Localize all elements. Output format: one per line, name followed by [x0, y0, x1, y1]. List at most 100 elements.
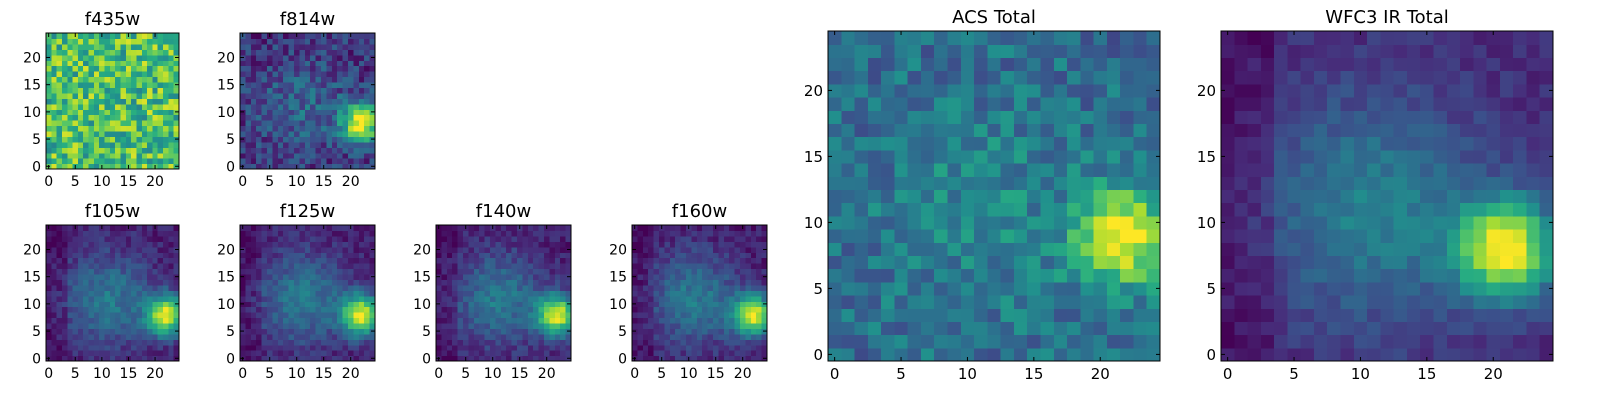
heatmap-cell: [99, 98, 106, 105]
heatmap-cell: [554, 284, 561, 291]
heatmap-cell: [299, 230, 306, 237]
heatmap-cell: [369, 295, 376, 302]
heatmap-cell: [67, 252, 74, 259]
heatmap-cell: [152, 43, 159, 50]
heatmap-cell: [358, 284, 365, 291]
heatmap-cell: [1027, 202, 1042, 217]
heatmap-cell: [490, 339, 496, 346]
heatmap-cell: [294, 257, 300, 264]
heatmap-cell: [463, 306, 469, 313]
heatmap-cell: [46, 290, 52, 297]
heatmap-cell: [750, 350, 757, 357]
heatmap-cell: [342, 295, 349, 302]
heatmap-cell: [99, 152, 106, 159]
heatmap-cell: [125, 230, 132, 237]
heatmap-cell: [1433, 229, 1448, 243]
heatmap-cell: [342, 65, 349, 72]
heatmap-cell: [664, 322, 671, 329]
heatmap-cell: [342, 158, 349, 165]
heatmap-cell: [56, 76, 63, 83]
heatmap-cell: [267, 38, 273, 45]
heatmap-cell: [147, 49, 153, 56]
heatmap-cell: [93, 301, 100, 308]
heatmap-cell: [136, 54, 143, 61]
heatmap-cell: [310, 257, 317, 264]
heatmap-cell: [353, 339, 360, 346]
heatmap-cell: [713, 295, 719, 302]
heatmap-cell: [1526, 242, 1541, 256]
heatmap-cell: [256, 92, 263, 99]
heatmap-cell: [723, 295, 730, 302]
heatmap-cell: [920, 268, 935, 283]
heatmap-cell: [272, 339, 279, 346]
heatmap-cell: [473, 339, 480, 346]
heatmap-cell: [881, 347, 895, 362]
heatmap-cell: [1327, 176, 1342, 190]
heatmap-cell: [648, 301, 655, 308]
heatmap-cell: [131, 152, 138, 159]
heatmap-cell: [675, 235, 682, 242]
heatmap-cell: [1000, 97, 1015, 111]
heatmap-cell: [120, 136, 127, 143]
heatmap-cell: [1287, 176, 1302, 190]
heatmap-cell: [326, 230, 333, 237]
heatmap-cell: [675, 284, 682, 291]
heatmap-cell: [141, 301, 148, 308]
heatmap-cell: [109, 125, 116, 132]
heatmap-cell: [446, 284, 453, 291]
heatmap-cell: [446, 290, 453, 297]
heatmap-cell: [1000, 176, 1015, 190]
heatmap-cell: [56, 241, 63, 248]
heatmap-cell: [506, 355, 513, 362]
heatmap-cell: [707, 344, 714, 351]
heatmap-cell: [642, 263, 649, 270]
heatmap-cell: [457, 350, 464, 357]
heatmap-cell: [304, 49, 311, 56]
heatmap-cell: [522, 339, 529, 346]
heatmap-cell: [157, 147, 164, 154]
heatmap-cell: [867, 110, 882, 124]
heatmap-cell: [565, 263, 572, 270]
heatmap-cell: [277, 257, 284, 264]
heatmap-cell: [125, 350, 132, 357]
heatmap-cell: [348, 152, 354, 159]
heatmap-cell: [894, 149, 909, 164]
heatmap-cell: [131, 350, 138, 357]
heatmap-cell: [841, 176, 856, 190]
heatmap-cell: [1067, 70, 1081, 85]
heatmap-cell: [120, 257, 127, 264]
heatmap-cell: [93, 103, 100, 110]
heatmap-cell: [1420, 229, 1435, 243]
heatmap-cell: [1013, 281, 1028, 296]
heatmap-cell: [331, 322, 338, 329]
heatmap-cell: [1067, 123, 1081, 138]
heatmap-cell: [1539, 163, 1554, 177]
heatmap-cell: [267, 333, 273, 340]
heatmap-cell: [664, 295, 671, 302]
heatmap-cell: [173, 152, 180, 159]
heatmap-cell: [267, 312, 273, 319]
heatmap-cell: [1260, 215, 1275, 230]
heatmap-cell: [934, 215, 949, 230]
heatmap-cell: [920, 242, 935, 256]
heatmap-cell: [457, 355, 464, 362]
heatmap-cell: [527, 328, 534, 335]
heatmap-cell: [353, 125, 360, 132]
heatmap-cell: [288, 38, 295, 45]
heatmap-cell: [245, 355, 252, 362]
heatmap-cell: [157, 49, 164, 56]
heatmap-cell: [1080, 308, 1095, 322]
heatmap-cell: [321, 279, 327, 286]
heatmap-cell: [560, 235, 567, 242]
heatmap-cell: [51, 284, 58, 291]
heatmap-cell: [152, 290, 159, 297]
heatmap-cell: [1353, 163, 1368, 177]
heatmap-cell: [141, 322, 148, 329]
heatmap-cell: [46, 230, 52, 237]
heatmap-cell: [131, 312, 138, 319]
heatmap-cell: [358, 43, 365, 50]
heatmap-cell: [83, 263, 90, 270]
heatmap-cell: [288, 241, 295, 248]
x-tick-label: 15: [511, 366, 529, 382]
heatmap-cell: [67, 103, 74, 110]
